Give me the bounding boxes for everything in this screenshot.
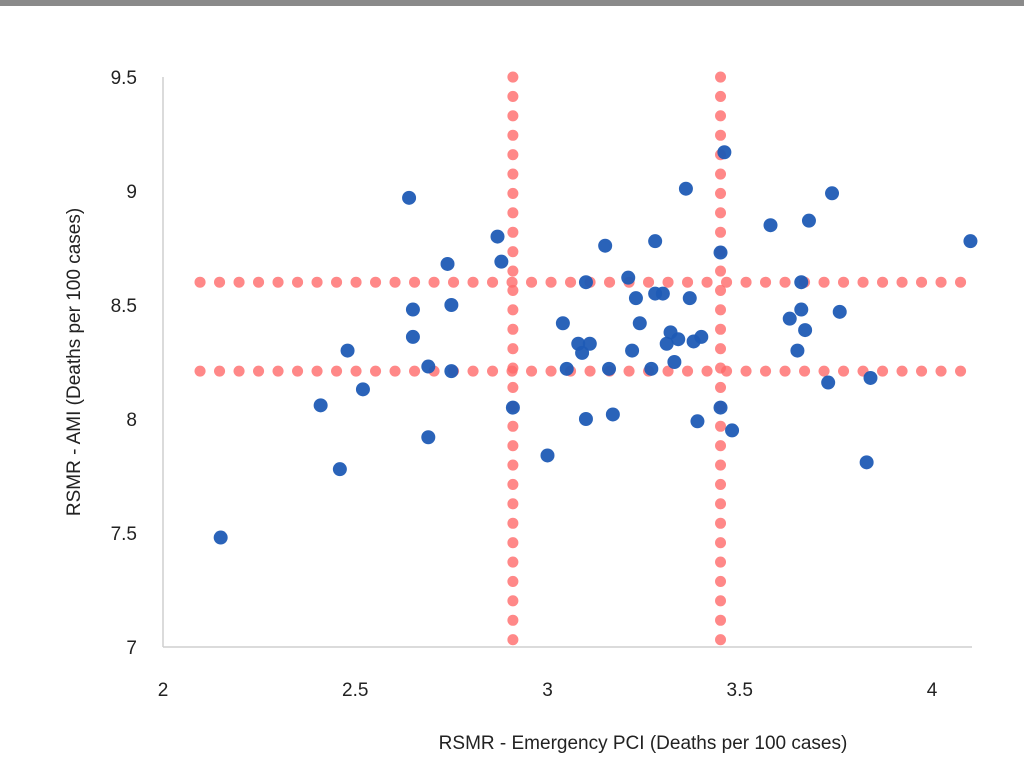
data-point-39 [671,332,686,347]
data-point-47 [717,145,732,160]
data-point-43 [690,414,705,429]
y-tick-label: 8 [126,410,137,431]
data-point-61 [963,234,978,249]
data-point-51 [790,343,805,358]
data-point-27 [605,407,620,422]
data-point-5 [355,382,370,397]
x-tick-label: 3.5 [727,680,753,701]
data-point-26 [602,361,617,376]
data-point-53 [794,275,809,290]
data-point-41 [682,291,697,306]
data-point-46 [713,400,728,415]
data-point-22 [578,275,593,290]
data-point-38 [667,355,682,369]
data-point-7 [405,302,420,317]
data-point-2 [313,398,328,413]
data-point-30 [628,291,643,306]
data-point-48 [725,423,740,438]
data-point-31 [632,316,647,331]
data-point-54 [798,323,813,338]
data-point-21 [575,345,590,360]
data-point-4 [340,343,355,358]
data-point-57 [825,186,840,201]
data-point-33 [648,234,663,249]
data-point-28 [621,270,636,285]
data-point-58 [832,304,847,319]
data-point-15 [494,254,509,269]
data-point-56 [821,375,836,390]
data-points [213,145,978,545]
data-point-17 [540,448,555,463]
y-tick-label: 9.5 [111,68,137,89]
data-point-49 [763,218,778,233]
data-point-32 [644,361,659,376]
y-axis-title: RSMR - AMI (Deaths per 100 cases) [64,208,85,516]
data-point-55 [801,213,816,228]
x-axis-title: RSMR - Emergency PCI (Deaths per 100 cas… [439,733,848,754]
y-tick-label: 7.5 [111,524,137,545]
data-point-18 [555,316,570,331]
y-tick-label: 8.5 [111,296,137,317]
data-point-44 [694,329,709,344]
y-tick-labels: 7 7.5 8 8.5 9 9.5 [111,68,137,659]
top-border-bar [0,0,1024,6]
data-point-36 [659,336,674,351]
data-point-23 [578,412,593,426]
data-point-45 [713,245,728,260]
data-point-60 [863,370,878,385]
data-point-8 [405,329,420,344]
data-point-29 [625,343,640,358]
data-point-19 [559,361,574,376]
data-point-12 [444,298,459,312]
y-tick-label: 7 [126,638,137,659]
x-tick-label: 3 [542,680,553,701]
data-point-40 [678,181,693,196]
data-point-35 [655,286,670,301]
data-point-1 [213,530,228,545]
data-point-59 [859,455,874,470]
data-point-6 [402,190,417,205]
data-point-14 [490,229,505,244]
x-tick-label: 4 [927,680,938,701]
data-point-13 [444,364,459,379]
data-point-50 [782,311,797,326]
data-point-25 [598,238,613,253]
y-tick-label: 9 [126,182,137,203]
x-tick-label: 2 [158,680,169,701]
reference-lines [194,71,978,653]
data-point-16 [505,400,520,415]
x-tick-label: 2.5 [342,680,368,701]
data-point-24 [582,336,597,351]
data-point-52 [794,302,809,317]
x-tick-labels: 2 2.5 3 3.5 4 [158,680,938,701]
data-point-3 [332,462,347,477]
data-point-10 [421,430,436,445]
data-point-11 [440,256,455,271]
data-point-9 [421,359,436,374]
